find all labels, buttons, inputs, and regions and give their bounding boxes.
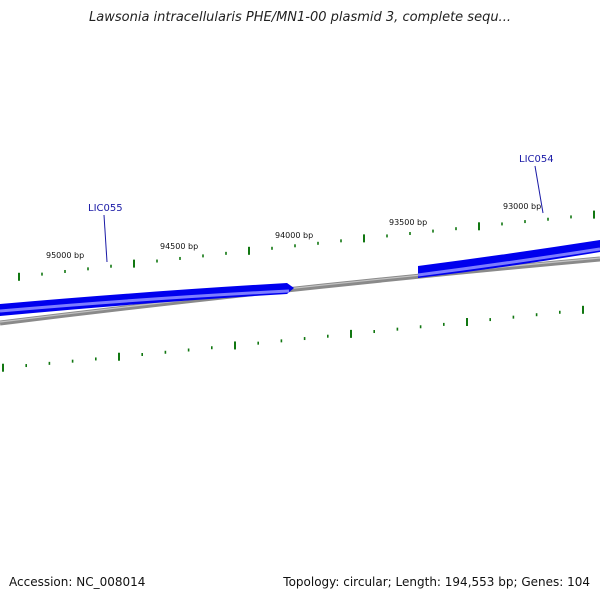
gene-label-lic055[interactable]: LIC055 (88, 203, 123, 214)
gene-arrow-lic055[interactable] (0, 283, 294, 316)
map-title: Lawsonia intracellularis PHE/MN1-00 plas… (89, 10, 511, 25)
tick-label-94000: 94000 bp (275, 231, 313, 240)
inner-tick-row (2, 305, 584, 372)
backbone-outer (0, 256, 600, 326)
gene-label-lic054[interactable]: LIC054 (519, 154, 554, 165)
gene-arrow-lic054[interactable] (417, 240, 600, 278)
gene-leader-lic055 (103, 214, 108, 263)
tick-label-93000: 93000 bp (503, 202, 541, 211)
backbone-inner (0, 257, 600, 323)
tick-label-94500: 94500 bp (160, 242, 198, 251)
tick-label-93500: 93500 bp (389, 218, 427, 227)
tick-label-95000: 95000 bp (46, 251, 84, 260)
accession-label: Accession: NC_008014 (9, 575, 146, 589)
sequence-summary: Topology: circular; Length: 194,553 bp; … (283, 575, 590, 589)
outer-tick-row (18, 210, 595, 281)
gene-leader-lic054 (534, 165, 544, 214)
